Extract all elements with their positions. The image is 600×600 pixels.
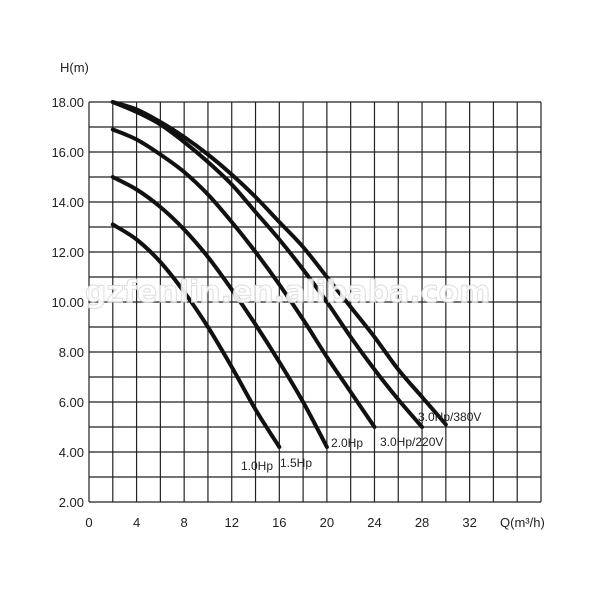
y-tick-label: 18.00 bbox=[51, 95, 84, 110]
curve-label-1-0hp: 1.0Hp bbox=[241, 459, 273, 473]
x-tick-label: 4 bbox=[133, 515, 140, 530]
x-tick-label: 0 bbox=[85, 515, 92, 530]
curves bbox=[110, 100, 448, 449]
x-tick-label: 12 bbox=[225, 515, 239, 530]
y-tick-label: 16.00 bbox=[51, 145, 84, 160]
x-axis-title: Q(m³/h) bbox=[500, 515, 545, 530]
x-tick-label: 8 bbox=[181, 515, 188, 530]
y-axis-title: H(m) bbox=[60, 60, 89, 75]
curve-label-3-0hp-380v: 3.0Hp/380V bbox=[418, 410, 481, 424]
curve-3-0hp-380v bbox=[110, 100, 448, 427]
tick-labels: 0 4 8 12 16 20 24 28 32 2.00 4.00 6.00 8.00 10.00 12.0… bbox=[51, 95, 476, 530]
curve-label-1-5hp: 1.5Hp bbox=[280, 456, 312, 470]
y-tick-label: 12.00 bbox=[51, 245, 84, 260]
curve-label-2-0hp: 2.0Hp bbox=[331, 436, 363, 450]
curve-1-0hp bbox=[110, 222, 282, 449]
x-tick-label: 32 bbox=[462, 515, 476, 530]
y-tick-label: 14.00 bbox=[51, 195, 84, 210]
curve-2-0hp bbox=[110, 127, 377, 429]
y-tick-label: 10.00 bbox=[51, 295, 84, 310]
y-tick-label: 8.00 bbox=[59, 345, 84, 360]
y-tick-label: 6.00 bbox=[59, 395, 84, 410]
x-tick-label: 20 bbox=[320, 515, 334, 530]
x-tick-label: 16 bbox=[272, 515, 286, 530]
grid bbox=[88, 101, 542, 503]
y-tick-label: 2.00 bbox=[59, 495, 84, 510]
x-tick-label: 28 bbox=[415, 515, 429, 530]
y-tick-label: 4.00 bbox=[59, 445, 84, 460]
curve-1-5hp bbox=[110, 175, 329, 449]
watermark: gzfenlin.en.alibaba.com bbox=[85, 275, 490, 310]
curve-3-0hp-220v bbox=[110, 100, 425, 429]
curve-label-3-0hp-220v: 3.0Hp/220V bbox=[380, 435, 443, 449]
x-tick-label: 24 bbox=[367, 515, 381, 530]
